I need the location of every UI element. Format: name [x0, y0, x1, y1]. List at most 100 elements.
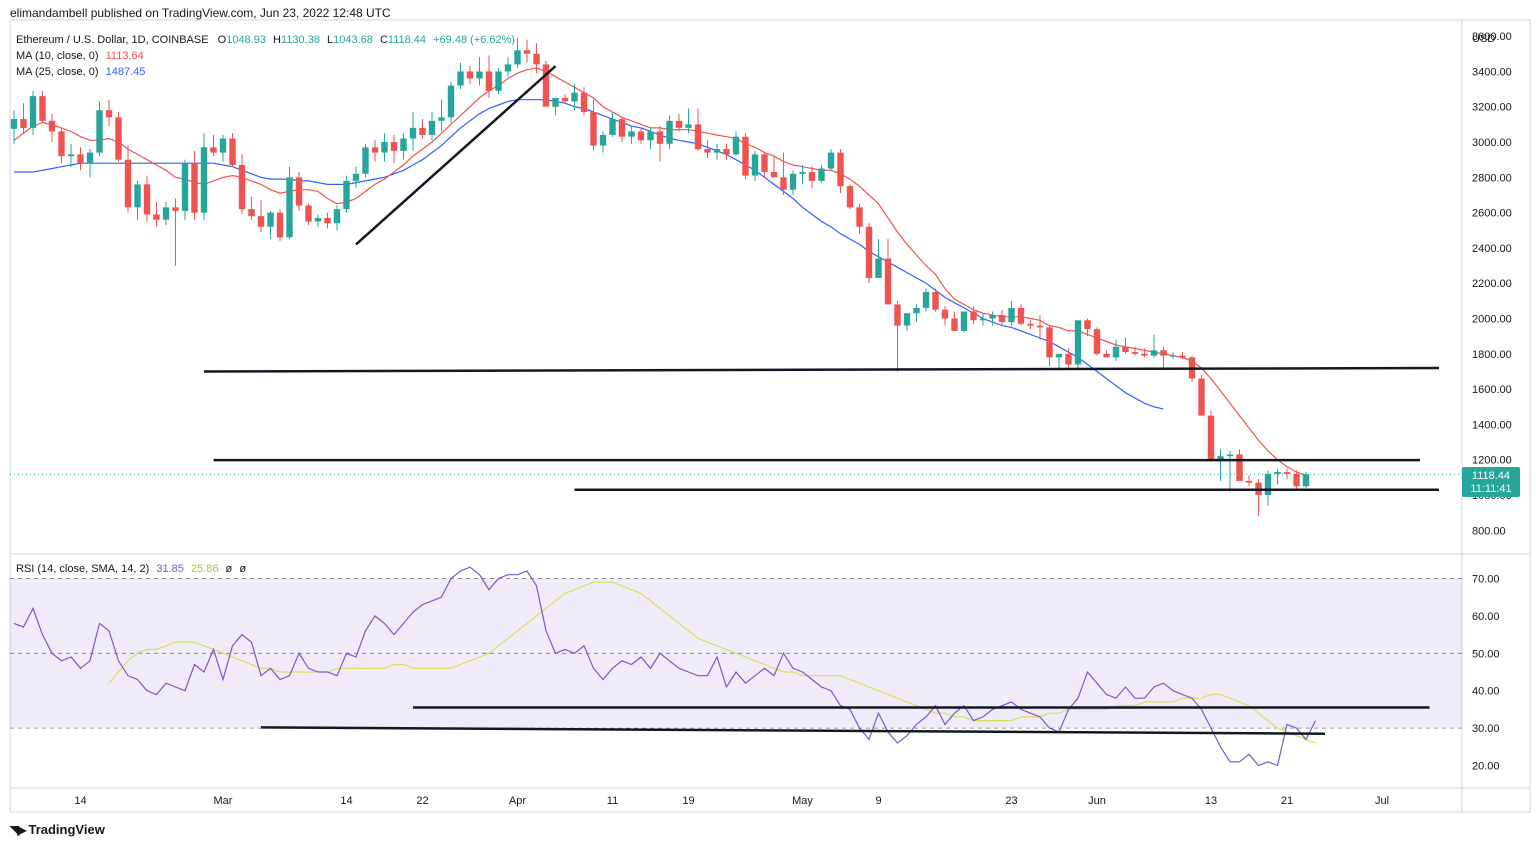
candle-down	[1065, 353, 1072, 365]
candle-down	[1236, 454, 1243, 481]
chart-border	[9, 19, 1531, 813]
price-tick-label: 2800.00	[1472, 172, 1512, 184]
candle-down	[143, 184, 151, 215]
ohlc-close-label: C	[379, 34, 388, 46]
time-tick-label: 21	[1281, 795, 1293, 807]
ohlc-change: +69.48 (+6.62%)	[433, 34, 516, 46]
candle-down	[276, 212, 284, 238]
price-tick-label: 1800.00	[1472, 349, 1512, 361]
rsi-trendline	[260, 726, 1326, 735]
candle-down	[675, 120, 683, 128]
time-tick-label: Jul	[1375, 795, 1389, 807]
candle-up	[1112, 346, 1120, 358]
candle-down	[618, 119, 626, 137]
ma10-label[interactable]: MA (10, close, 0)	[16, 50, 99, 62]
time-axis[interactable]: 14 Mar 14 22 Apr 11 19 May 9 23 Jun 13 21 Jul	[74, 795, 1389, 807]
candle-up	[960, 311, 968, 331]
candle-up	[1074, 320, 1082, 365]
candle-down	[1245, 480, 1253, 483]
candle-up	[599, 134, 607, 146]
candle-down	[808, 172, 816, 181]
candle-down	[932, 292, 939, 310]
currency-label: USD	[1472, 33, 1495, 45]
candle-down	[837, 152, 844, 187]
rsi-extra-2: ø	[239, 563, 247, 575]
candle-down	[770, 172, 778, 178]
rsi-tick-label: 20.00	[1472, 761, 1500, 773]
rsi-axis[interactable]: 70.00 60.00 50.00 40.00 30.00 20.00	[1472, 573, 1500, 772]
candle-down	[656, 131, 664, 144]
candle-up	[314, 217, 322, 222]
candle-down	[856, 207, 863, 227]
candle-up	[381, 142, 388, 153]
candle-down	[951, 318, 958, 331]
candle-up	[200, 147, 208, 213]
candle-up	[514, 50, 521, 65]
candle-up	[67, 154, 75, 157]
candle-up	[96, 110, 103, 153]
last-price-tag-bg	[1462, 467, 1520, 497]
candle-up	[29, 96, 37, 128]
ohlc-close: 1118.44	[387, 34, 427, 46]
candle-down	[248, 209, 255, 217]
candle-up	[352, 173, 360, 181]
candle-down	[1103, 353, 1110, 358]
ma10-row: MA (10, close, 0) 1113.64	[16, 48, 515, 64]
candle-up	[1055, 353, 1063, 358]
candle-up	[571, 92, 578, 102]
rsi-line	[13, 566, 1317, 767]
rsi-value: 31.85	[156, 563, 184, 575]
trendlines[interactable]	[203, 65, 1440, 735]
price-tick-label: 3000.00	[1472, 137, 1512, 149]
candle-down	[210, 147, 217, 153]
candle-down	[533, 53, 540, 65]
rsi-tick-label: 70.00	[1472, 573, 1500, 585]
rsi-tick-label: 30.00	[1472, 723, 1500, 735]
candle-down	[1084, 320, 1091, 330]
candle-down	[780, 177, 787, 190]
candle-down	[894, 304, 901, 326]
candle-down	[324, 217, 331, 224]
candle-down	[466, 71, 474, 79]
price-axis[interactable]: 3600.00 3400.00 3200.00 3000.00 2800.00 2600.…	[1472, 31, 1512, 537]
candle-up	[333, 209, 341, 224]
price-tick-label: 3200.00	[1472, 102, 1512, 114]
brand[interactable]: ◥▶ TradingView	[10, 822, 105, 837]
candle-down	[58, 131, 65, 157]
moving-average-lines	[10, 67, 1462, 476]
candle-up	[428, 120, 436, 135]
rsi-extra-1: ø	[225, 563, 233, 575]
price-tick-label: 2000.00	[1472, 314, 1512, 326]
ohlc-low: 1043.68	[333, 34, 373, 46]
candle-down	[115, 117, 122, 160]
candle-down	[1093, 329, 1101, 354]
price-tick-label: 1400.00	[1472, 419, 1512, 431]
candle-down	[1198, 378, 1205, 416]
symbol-title[interactable]: Ethereum / U.S. Dollar, 1D, COINBASE	[16, 34, 209, 46]
candle-down	[704, 149, 711, 153]
candle-up	[628, 131, 635, 137]
candle-down	[884, 258, 892, 305]
candle-down	[1160, 350, 1167, 356]
rsi-label[interactable]: RSI (14, close, SMA, 14, 2)	[16, 563, 150, 575]
brand-name: TradingView	[28, 822, 105, 837]
candle-down	[742, 136, 749, 176]
candle-up	[799, 172, 806, 174]
candle-down	[153, 214, 160, 220]
candle-down	[1207, 415, 1215, 460]
candle-up	[979, 318, 987, 321]
ohlc-high: 1130.38	[280, 34, 320, 46]
price-tick-label: 3600.00	[1472, 31, 1512, 43]
rsi-tick-label: 40.00	[1472, 686, 1500, 698]
price-trendline	[203, 366, 1440, 373]
candle-down	[229, 138, 236, 165]
candle-down	[970, 311, 977, 321]
candle-down	[238, 164, 246, 210]
candle-up	[1150, 350, 1158, 356]
candle-down	[77, 154, 84, 164]
candle-down	[723, 149, 730, 155]
ma25-label[interactable]: MA (25, close, 0)	[16, 66, 99, 78]
symbol-row: Ethereum / U.S. Dollar, 1D, COINBASE O10…	[16, 32, 515, 48]
candle-down	[172, 207, 179, 211]
